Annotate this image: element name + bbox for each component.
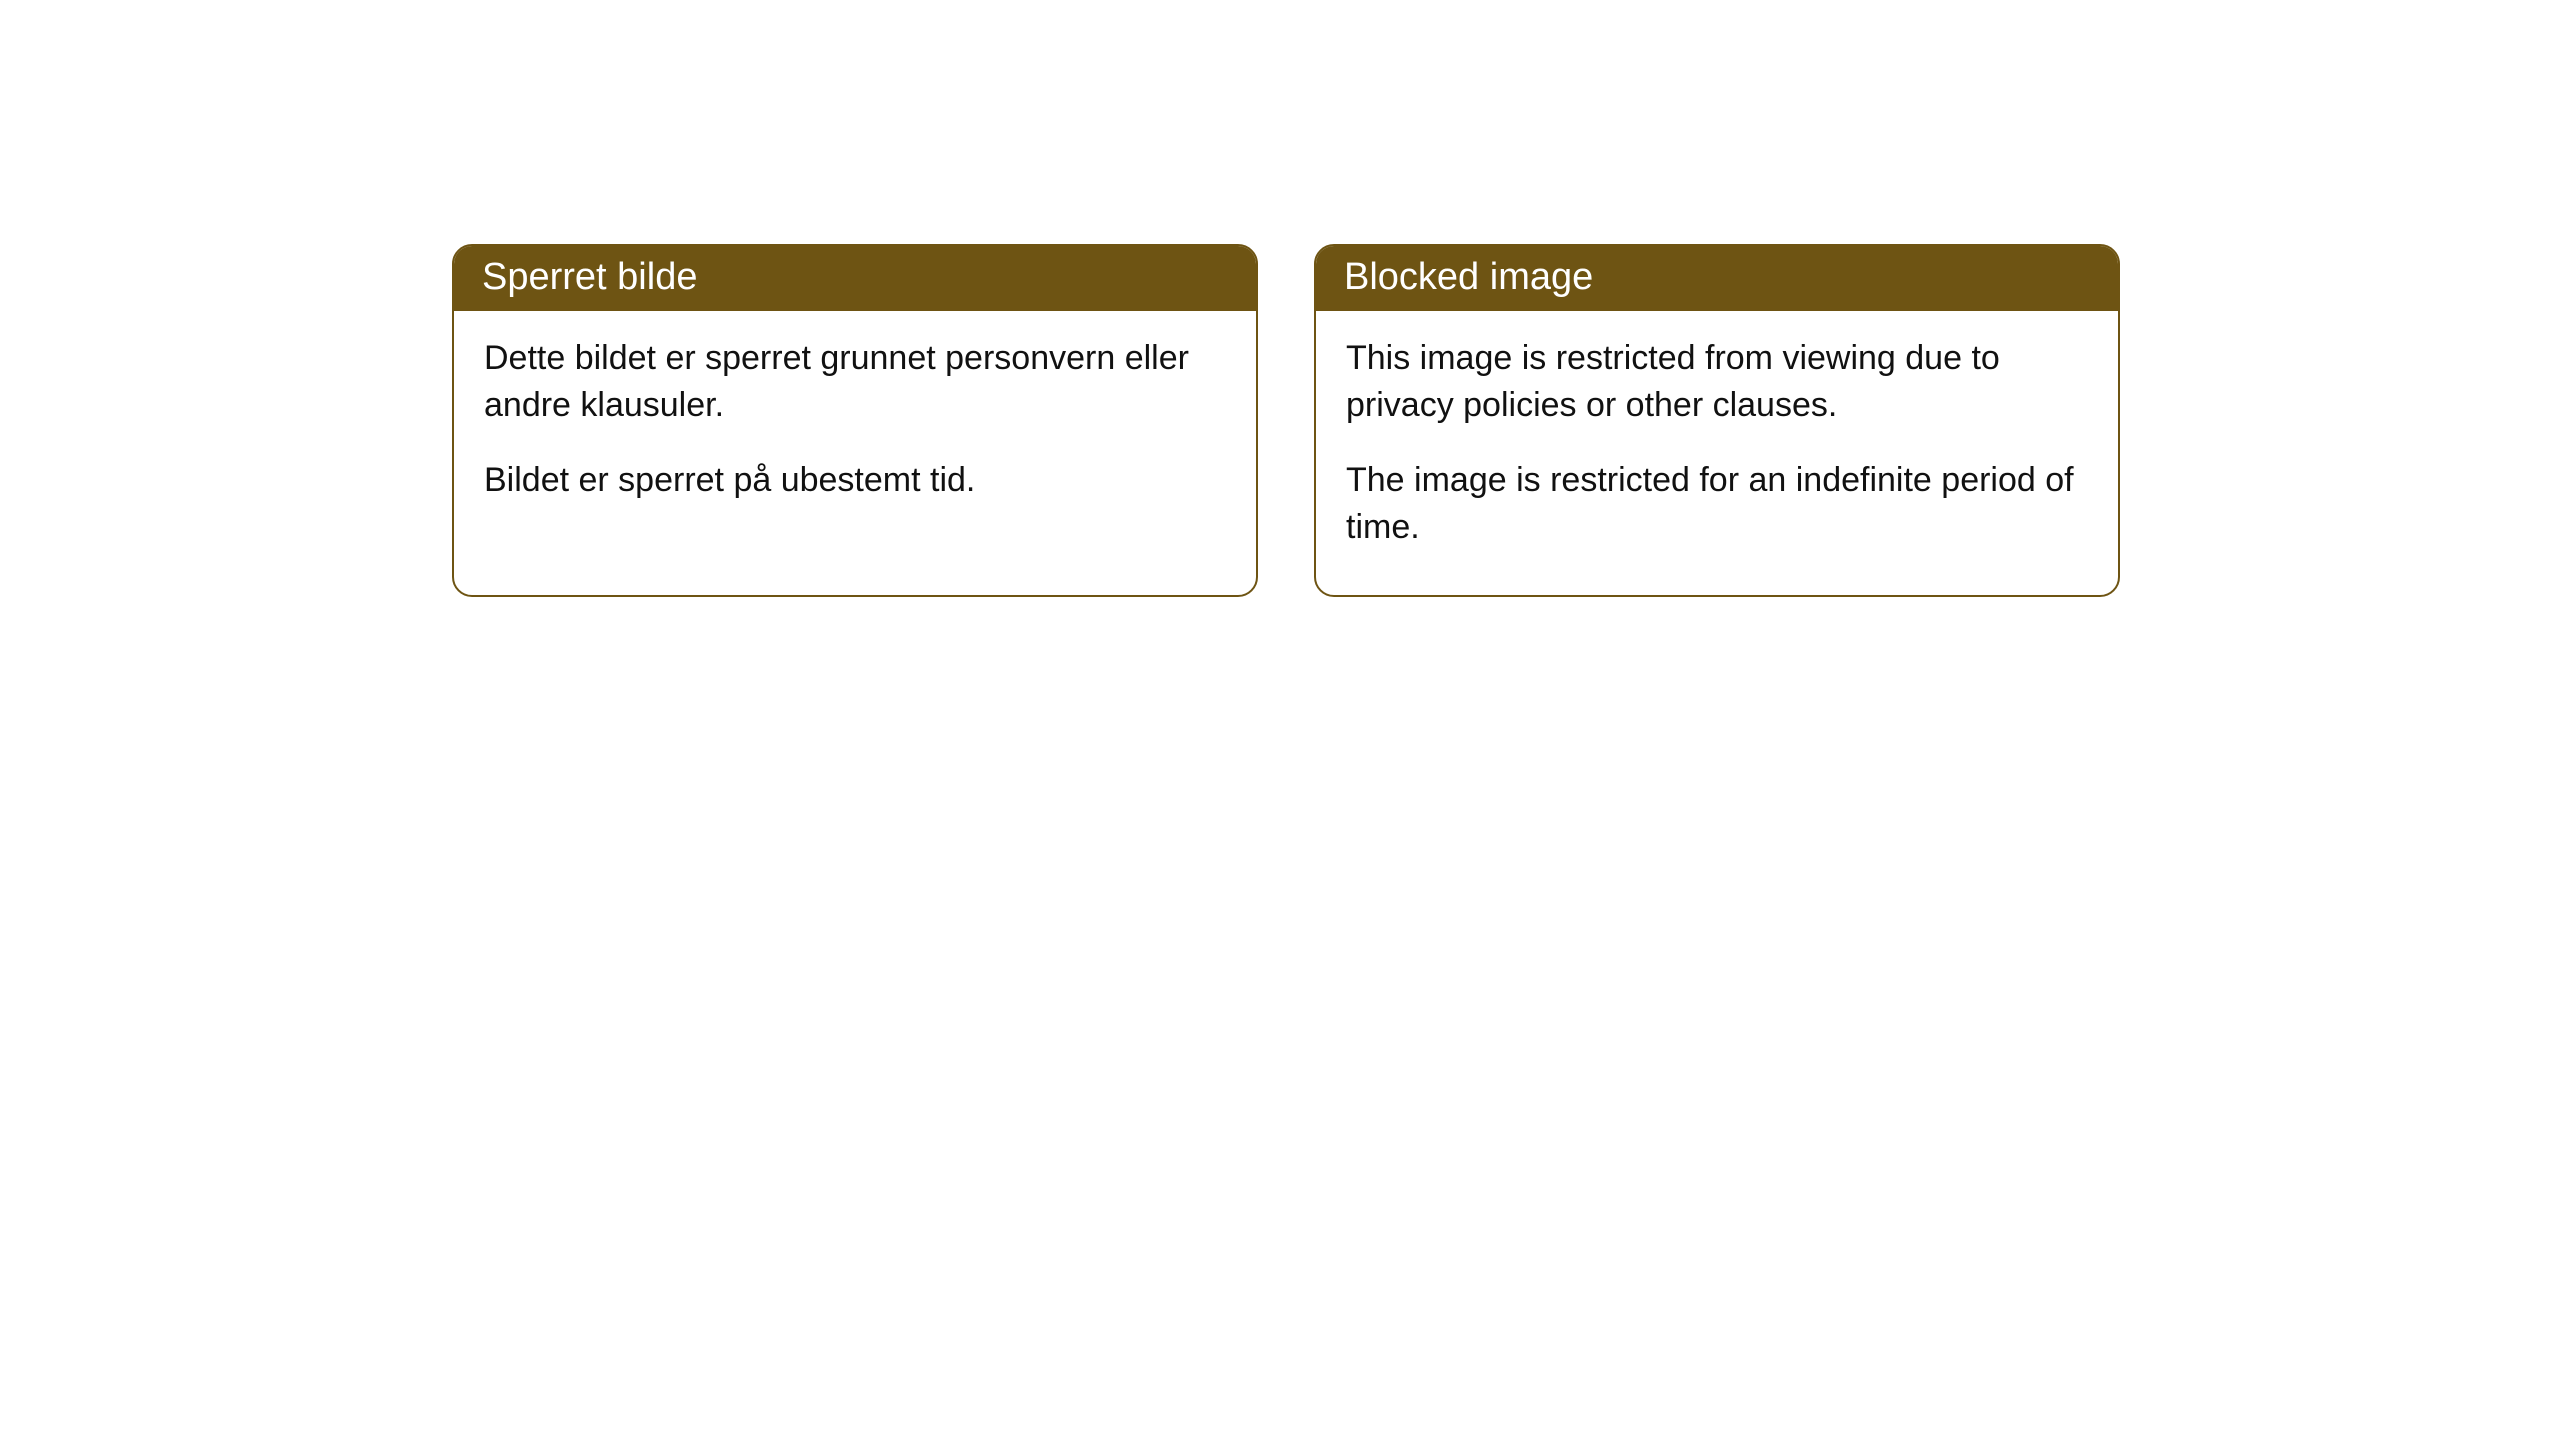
card-paragraph: The image is restricted for an indefinit… <box>1346 457 2088 551</box>
card-paragraph: Bildet er sperret på ubestemt tid. <box>484 457 1226 504</box>
notice-card-norwegian: Sperret bilde Dette bildet er sperret gr… <box>452 244 1258 597</box>
card-paragraph: Dette bildet er sperret grunnet personve… <box>484 335 1226 429</box>
notice-card-english: Blocked image This image is restricted f… <box>1314 244 2120 597</box>
card-body-english: This image is restricted from viewing du… <box>1316 311 2118 595</box>
card-paragraph: This image is restricted from viewing du… <box>1346 335 2088 429</box>
card-body-norwegian: Dette bildet er sperret grunnet personve… <box>454 311 1256 548</box>
card-title: Blocked image <box>1344 256 1593 298</box>
card-header-english: Blocked image <box>1316 246 2118 311</box>
card-title: Sperret bilde <box>482 256 697 298</box>
notice-cards-container: Sperret bilde Dette bildet er sperret gr… <box>452 244 2120 597</box>
card-header-norwegian: Sperret bilde <box>454 246 1256 311</box>
